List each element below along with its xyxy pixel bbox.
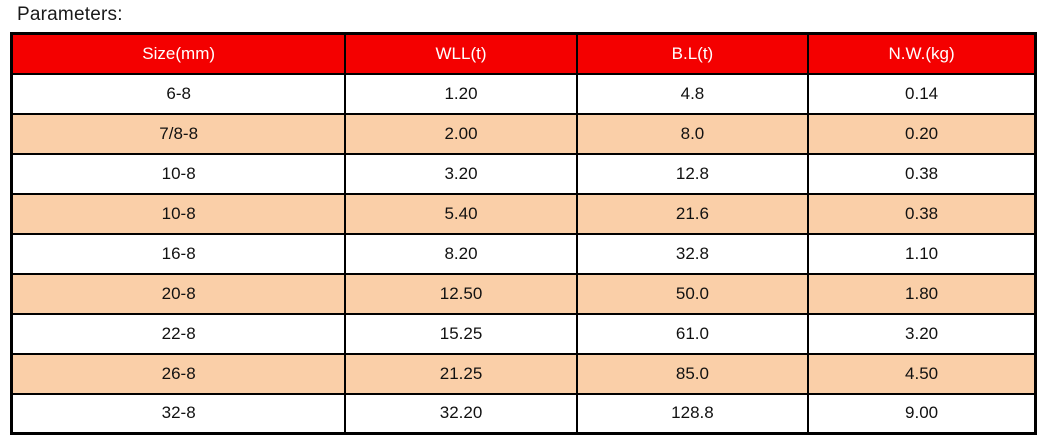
table-row: 22-8 15.25 61.0 3.20 (10, 312, 1037, 355)
parameters-table: Size(mm) WLL(t) B.L(t) N.W.(kg) 6-8 1.20 4.8 0… (10, 32, 1037, 435)
column-header: N.W.(kg) (807, 32, 1037, 75)
table-cell: 15.25 (344, 312, 578, 355)
table-row: 10-8 5.40 21.6 0.38 (10, 192, 1037, 235)
table-cell: 32-8 (10, 392, 347, 435)
table-cell: 8.20 (344, 232, 578, 275)
table-row: 10-8 3.20 12.8 0.38 (10, 152, 1037, 195)
table-row: 16-8 8.20 32.8 1.10 (10, 232, 1037, 275)
table-cell: 0.20 (807, 112, 1037, 155)
table-cell: 3.20 (807, 312, 1037, 355)
table-cell: 6-8 (10, 72, 347, 115)
table-row: 6-8 1.20 4.8 0.14 (10, 72, 1037, 115)
table-cell: 1.10 (807, 232, 1037, 275)
table-cell: 32.20 (344, 392, 578, 435)
table-cell: 3.20 (344, 152, 578, 195)
page-title: Parameters: (17, 4, 123, 25)
table-row: 26-8 21.25 85.0 4.50 (10, 352, 1037, 395)
table-cell: 128.8 (575, 392, 810, 435)
table-cell: 4.8 (575, 72, 810, 115)
table-cell: 1.20 (344, 72, 578, 115)
table-cell: 5.40 (344, 192, 578, 235)
table-cell: 10-8 (10, 192, 347, 235)
table-cell: 12.8 (575, 152, 810, 195)
column-header: WLL(t) (344, 32, 578, 75)
column-header: Size(mm) (10, 32, 347, 75)
table-cell: 22-8 (10, 312, 347, 355)
table-row: 32-8 32.20 128.8 9.00 (10, 392, 1037, 435)
table-cell: 32.8 (575, 232, 810, 275)
column-header: B.L(t) (575, 32, 810, 75)
table-cell: 8.0 (575, 112, 810, 155)
table-cell: 0.38 (807, 192, 1037, 235)
table-cell: 0.38 (807, 152, 1037, 195)
table-cell: 12.50 (344, 272, 578, 315)
header-row: Size(mm) WLL(t) B.L(t) N.W.(kg) (10, 32, 1037, 75)
table-cell: 20-8 (10, 272, 347, 315)
table-cell: 0.14 (807, 72, 1037, 115)
table-cell: 4.50 (807, 352, 1037, 395)
table-cell: 21.25 (344, 352, 578, 395)
table-cell: 21.6 (575, 192, 810, 235)
table-cell: 61.0 (575, 312, 810, 355)
table-cell: 16-8 (10, 232, 347, 275)
table-cell: 10-8 (10, 152, 347, 195)
table-cell: 2.00 (344, 112, 578, 155)
table-body: 6-8 1.20 4.8 0.14 7/8-8 2.00 8.0 0.20 10-8 3.20 12… (10, 72, 1037, 435)
table-cell: 9.00 (807, 392, 1037, 435)
table-row: 7/8-8 2.00 8.0 0.20 (10, 112, 1037, 155)
table-cell: 7/8-8 (10, 112, 347, 155)
table-row: 20-8 12.50 50.0 1.80 (10, 272, 1037, 315)
table-cell: 1.80 (807, 272, 1037, 315)
table-cell: 85.0 (575, 352, 810, 395)
table-cell: 50.0 (575, 272, 810, 315)
table-cell: 26-8 (10, 352, 347, 395)
